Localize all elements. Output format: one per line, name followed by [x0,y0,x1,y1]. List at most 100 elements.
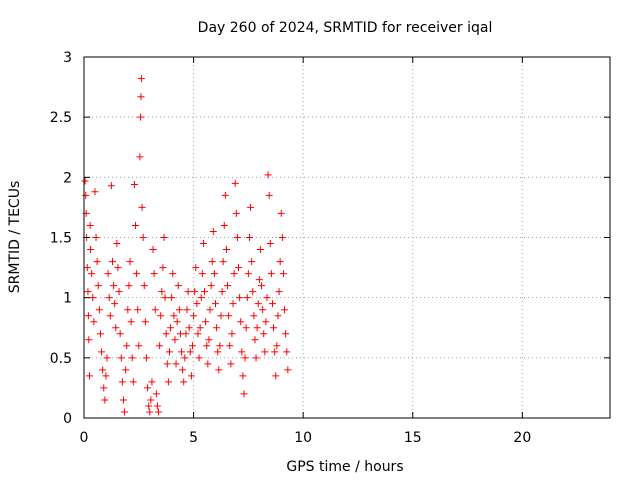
data-point [281,306,289,314]
data-point [215,366,223,374]
data-point [137,93,145,101]
x-tick-label: 10 [294,430,312,446]
data-point [128,354,136,362]
data-point [249,288,257,296]
data-point [137,113,145,121]
data-point [107,182,115,190]
data-point [159,264,167,272]
data-point [122,366,130,374]
data-point [106,312,114,320]
data-point [84,288,92,296]
data-point [217,312,225,320]
data-point [260,330,268,338]
data-point [274,312,282,320]
data-point [145,402,153,410]
data-point [137,75,145,83]
data-point [196,324,204,332]
data-point [207,282,215,290]
data-point [117,354,125,362]
data-point [199,240,207,248]
data-point [272,372,280,380]
data-point [98,348,106,356]
data-point [181,354,189,362]
data-point [105,294,113,302]
data-point [165,348,173,356]
data-point [119,396,127,404]
data-point [283,348,291,356]
data-point [263,294,271,302]
data-point [182,330,190,338]
data-point [138,203,146,211]
axis-ticks [83,56,610,419]
data-point [187,372,195,380]
data-point [151,306,159,314]
data-point [236,294,244,302]
y-tick-label: 2.5 [50,110,72,126]
data-point [222,246,230,254]
data-point [270,324,278,332]
data-point [93,258,101,266]
data-point [206,306,214,314]
data-point [210,270,218,278]
data-point [82,191,90,199]
data-point [245,234,253,241]
data-point [252,354,260,362]
data-point [88,270,96,278]
data-point [156,342,164,350]
data-point [163,360,171,368]
data-point [209,227,217,235]
data-point [91,188,99,196]
data-point [227,360,235,368]
data-point [85,372,93,380]
data-point [191,288,199,296]
data-point [158,288,166,296]
data-point [259,306,267,314]
data-point [102,372,110,380]
data-point [229,300,237,308]
data-point [202,318,210,326]
data-point [150,270,158,278]
x-tick-label: 5 [189,430,198,446]
data-point [90,318,98,326]
data-point [83,264,91,272]
data-point [99,366,107,374]
y-tick-label: 1 [63,291,72,307]
x-tick-label: 15 [404,430,422,446]
data-point [101,396,109,404]
data-point [129,378,137,386]
data-point [190,312,198,320]
data-point [216,342,224,350]
data-point [188,342,196,350]
data-point [153,402,161,410]
data-point [172,360,180,368]
data-point [195,354,203,362]
data-point [161,294,169,302]
data-point [100,384,108,392]
data-point [219,258,227,266]
data-point [248,258,256,266]
data-points [81,75,292,416]
data-point [170,312,178,320]
data-point [230,270,238,278]
data-point [284,366,292,374]
data-point [278,234,286,241]
data-point [235,264,243,272]
data-point [275,288,283,296]
grid-lines [84,57,610,418]
data-point [142,354,150,362]
data-point [171,336,179,344]
data-point [240,390,248,398]
data-point [212,300,219,308]
data-point [85,336,93,344]
data-point [242,324,250,332]
data-point [155,408,163,416]
data-point [111,300,119,308]
data-point [124,306,132,314]
data-point [113,240,121,248]
data-point [231,179,239,187]
data-point [121,408,129,416]
data-point [179,366,187,374]
data-point [267,270,275,278]
data-point [174,282,182,290]
